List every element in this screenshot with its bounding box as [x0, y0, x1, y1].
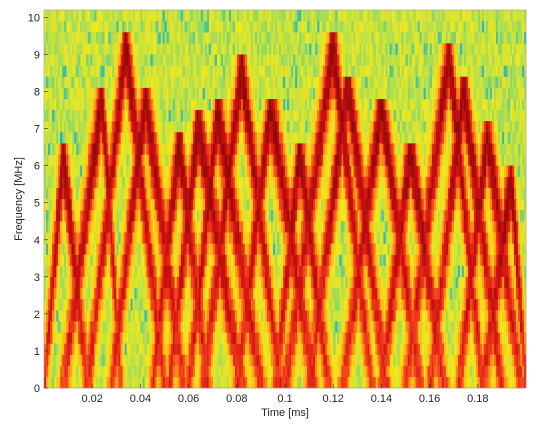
x-tick-label: 0.16	[419, 393, 440, 405]
x-axis-label: Time [ms]	[261, 407, 309, 419]
x-tick-label: 0.02	[81, 393, 102, 405]
heatmap-cell-group	[44, 10, 527, 389]
y-axis-label: Frequency [MHz]	[13, 157, 25, 241]
heatmap-cell-group	[44, 10, 527, 389]
heatmap-cell-group	[48, 43, 523, 344]
x-tick-label: 0.08	[226, 393, 247, 405]
y-tick-label: 4	[34, 235, 40, 247]
y-tick-label: 3	[34, 272, 40, 284]
y-tick-label: 8	[34, 87, 40, 99]
y-tick-label: 6	[34, 161, 40, 173]
x-tick-label: 0.14	[371, 393, 392, 405]
heatmap-cell-group	[60, 132, 63, 144]
x-tick-label: 0.06	[178, 393, 199, 405]
x-tick-label: 0.04	[130, 393, 151, 405]
y-tick-label: 7	[34, 124, 40, 136]
spectrogram-heatmap	[44, 10, 527, 389]
y-tick-label: 2	[34, 309, 40, 321]
heatmap-cell-group	[46, 43, 527, 389]
y-tick-label: 9	[34, 49, 40, 61]
heatmap-cell-group	[44, 54, 525, 389]
y-tick-label: 0	[34, 383, 40, 395]
x-axis: 0.02 0.04 0.06 0.08 0.1 0.12 0.14 0.16 0.18	[81, 384, 489, 405]
y-tick-label: 10	[28, 12, 40, 24]
y-tick-label: 5	[34, 198, 40, 210]
x-tick-label: 0.12	[322, 393, 343, 405]
y-axis: 0 1 2 3 4 5 6 7 8 9 10	[28, 12, 48, 395]
x-tick-label: 0.18	[467, 393, 488, 405]
y-tick-label: 1	[34, 346, 40, 358]
x-tick-label: 0.1	[277, 393, 292, 405]
